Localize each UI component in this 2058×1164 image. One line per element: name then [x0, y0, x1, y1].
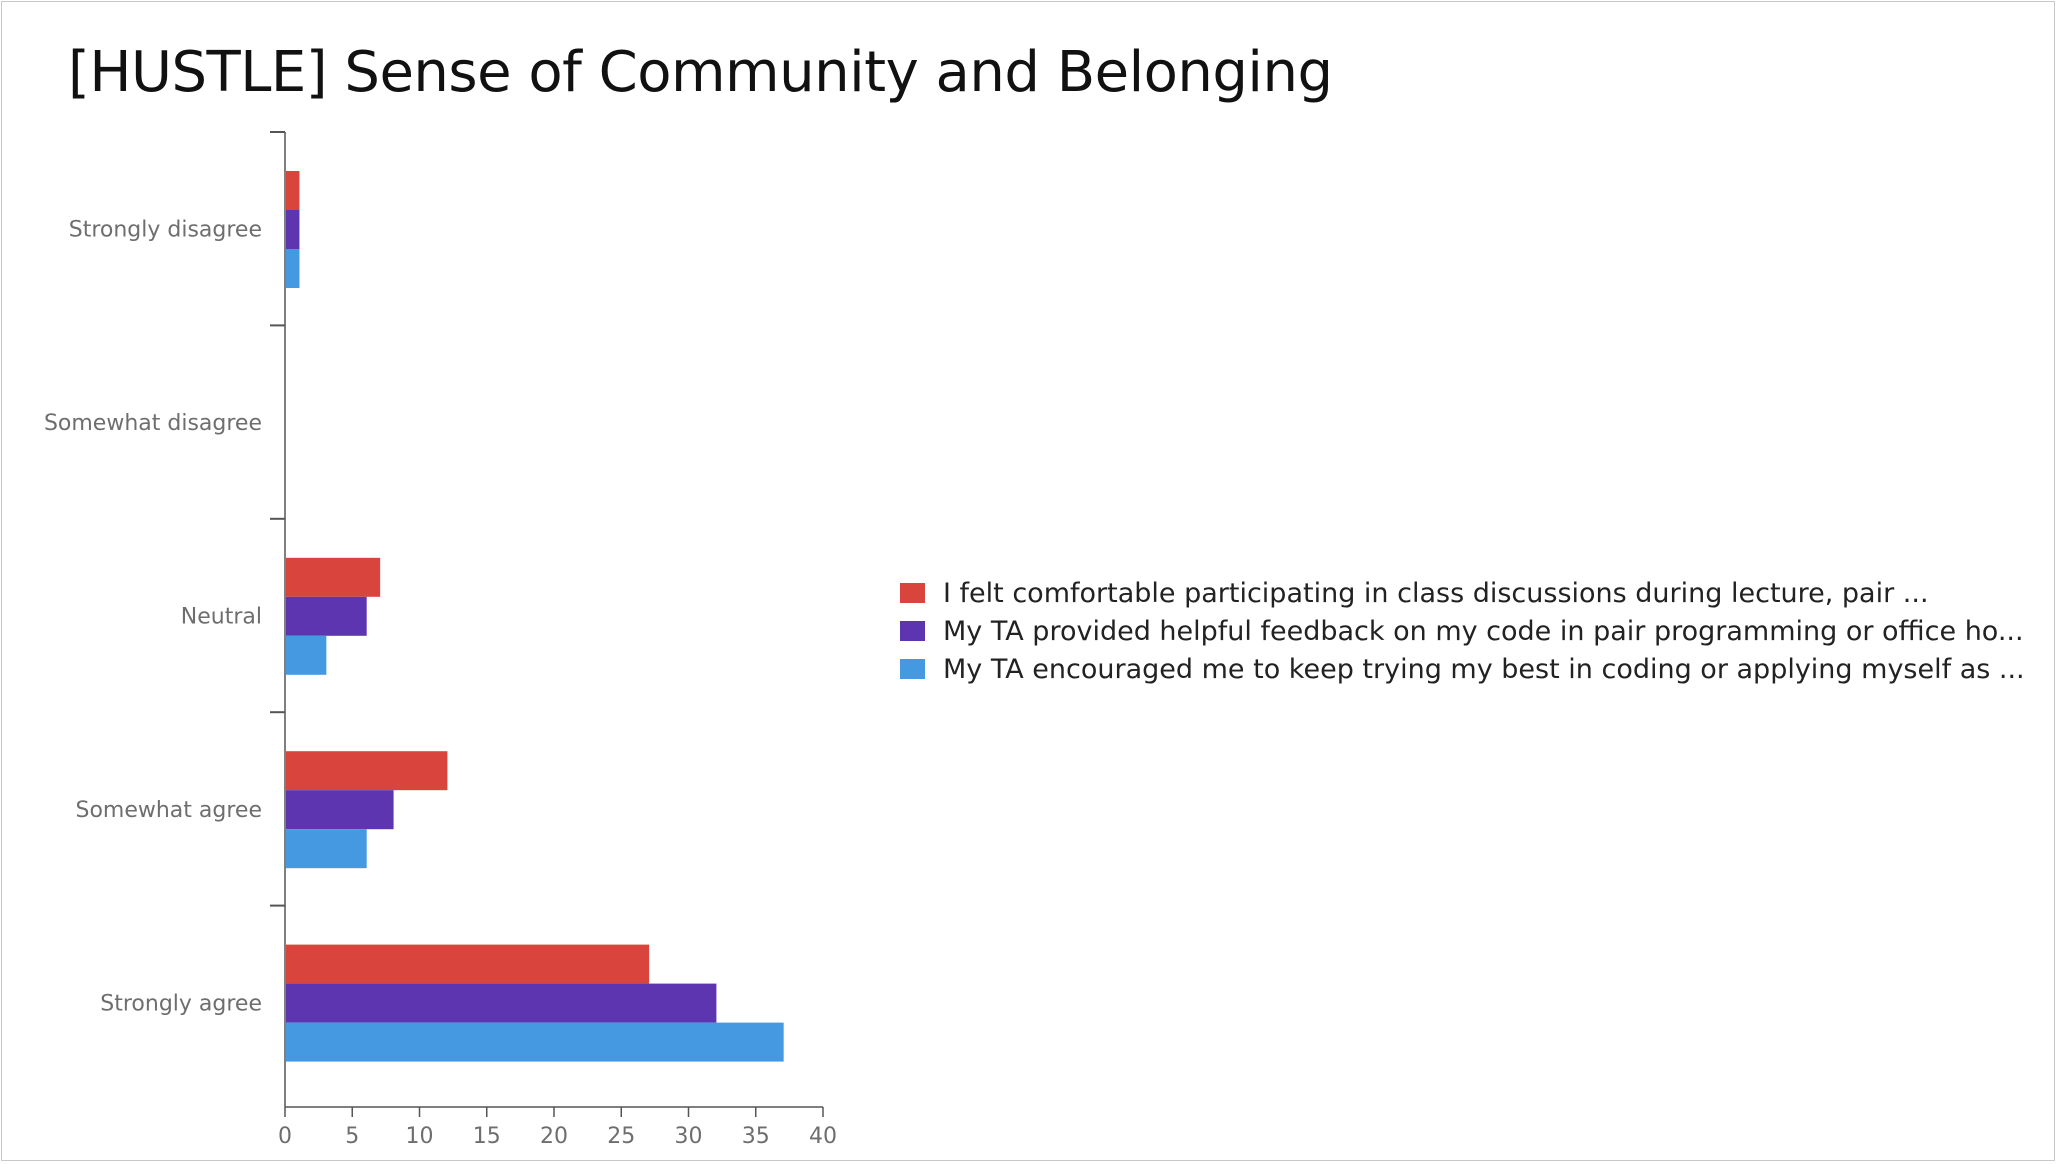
legend-label: I felt comfortable participating in clas…	[943, 577, 1929, 609]
category-label: Somewhat agree	[75, 798, 262, 823]
bar	[286, 249, 300, 288]
category-label: Strongly disagree	[69, 218, 262, 243]
category-label: Neutral	[181, 605, 262, 630]
chart-legend: I felt comfortable participating in clas…	[900, 574, 2030, 688]
x-tick-label: 20	[540, 1124, 568, 1149]
bar	[286, 635, 327, 675]
bar	[286, 171, 300, 210]
legend-item: I felt comfortable participating in clas…	[900, 574, 2030, 612]
slide-title: [HUSTLE] Sense of Community and Belongin…	[68, 40, 1333, 105]
category-label: Strongly agree	[100, 991, 262, 1016]
bar	[286, 1022, 784, 1062]
legend-label: My TA provided helpful feedback on my co…	[943, 615, 2024, 647]
bar	[286, 210, 300, 249]
bar	[286, 557, 381, 597]
legend-item: My TA encouraged me to keep trying my be…	[900, 650, 2030, 688]
bar	[286, 944, 650, 984]
x-tick-label: 30	[675, 1124, 703, 1149]
bar	[286, 983, 717, 1023]
x-tick-label: 10	[406, 1124, 434, 1149]
legend-item: My TA provided helpful feedback on my co…	[900, 612, 2030, 650]
bar	[286, 751, 448, 791]
legend-swatch	[900, 659, 925, 679]
category-label: Somewhat disagree	[44, 411, 262, 436]
chart-bars	[286, 171, 784, 1062]
chart-axes	[270, 131, 824, 1117]
chart-labels: Strongly disagree Somewhat disagree Neutra…	[44, 218, 837, 1149]
x-tick-label: 5	[345, 1124, 359, 1149]
legend-swatch	[900, 583, 925, 603]
x-tick-label: 0	[278, 1124, 292, 1149]
bar	[286, 829, 367, 869]
x-tick-label: 35	[742, 1124, 770, 1149]
x-tick-label: 15	[473, 1124, 501, 1149]
x-tick-label: 25	[607, 1124, 635, 1149]
legend-label: My TA encouraged me to keep trying my be…	[943, 653, 2025, 685]
x-tick-label: 40	[809, 1124, 837, 1149]
legend-swatch	[900, 621, 925, 641]
bar	[286, 790, 394, 830]
bar	[286, 596, 367, 636]
